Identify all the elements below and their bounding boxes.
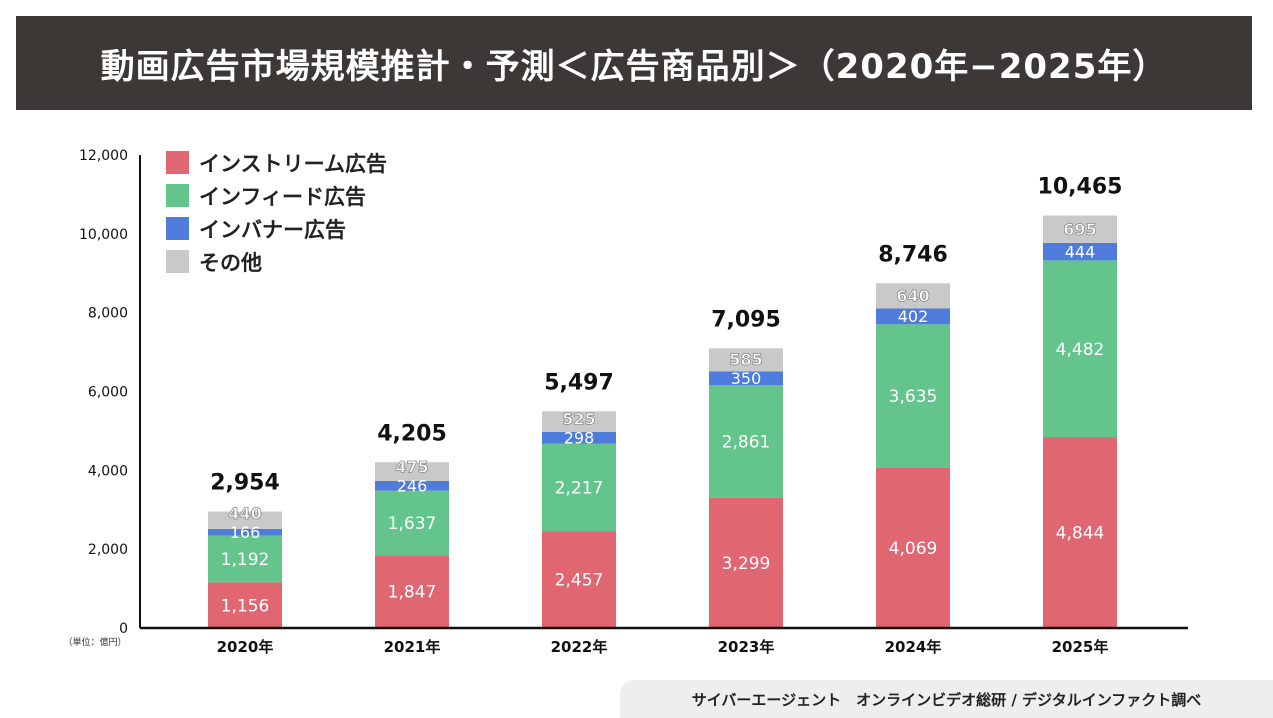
bar-segment: [876, 324, 950, 468]
legend-item: インフィード広告: [166, 179, 387, 212]
legend: インストリーム広告 インフィード広告 インバナー広告 その他: [166, 146, 387, 278]
bar-segment: [375, 555, 449, 628]
unit-label: （単位：億円）: [63, 636, 126, 648]
legend-swatch: [166, 151, 189, 174]
bar-segment: [709, 497, 783, 628]
chart-title: 動画広告市場規模推計・予測＜広告商品別＞（2020年−2025年）: [16, 16, 1252, 110]
data-label: 350: [731, 369, 762, 388]
legend-label: インバナー広告: [199, 217, 346, 242]
data-label: 585: [729, 350, 762, 369]
bar-segment: [709, 371, 783, 386]
bar-segment: [1043, 260, 1117, 438]
total-label: 4,205: [377, 421, 447, 446]
legend-item: その他: [166, 245, 387, 278]
data-label: 3,299: [722, 554, 771, 574]
data-label: 298: [564, 429, 595, 448]
total-label: 5,497: [544, 370, 614, 395]
total-label: 7,095: [711, 307, 781, 332]
data-label: 402: [898, 307, 929, 326]
bar-segment: [709, 385, 783, 498]
legend-swatch: [166, 217, 189, 240]
data-label: 4,069: [889, 539, 938, 559]
bar-segment: [375, 462, 449, 481]
total-label: 10,465: [1038, 175, 1123, 200]
data-label: 246: [397, 477, 428, 496]
y-tick-label: 8,000: [88, 306, 128, 322]
total-label: 2,954: [210, 471, 280, 496]
bar-segment: [542, 531, 616, 628]
bar-segment: [1043, 242, 1117, 261]
bar-segment: [208, 582, 282, 628]
y-tick-label: 6,000: [88, 385, 128, 401]
bar-segment: [1043, 437, 1117, 628]
data-label: 525: [562, 410, 595, 429]
legend-item: インストリーム広告: [166, 146, 387, 179]
total-label: 8,746: [878, 242, 948, 267]
x-tick-label: 2022年: [551, 638, 608, 656]
y-tick-label: 10,000: [79, 227, 128, 243]
bar-segment: [709, 348, 783, 372]
y-tick-label: 12,000: [79, 148, 128, 164]
data-label: 1,847: [388, 583, 437, 603]
legend-label: インフィード広告: [199, 184, 366, 209]
bar-segment: [876, 467, 950, 628]
data-label: 695: [1063, 220, 1096, 239]
bar-segment: [876, 308, 950, 325]
data-label: 4,844: [1056, 524, 1105, 544]
y-tick-label: 0: [119, 621, 128, 637]
legend-swatch: [166, 250, 189, 273]
data-label: 2,457: [555, 571, 604, 591]
bar-segment: [542, 432, 616, 444]
data-label: 444: [1065, 242, 1096, 261]
y-tick-label: 4,000: [88, 463, 128, 479]
bar-segment: [542, 411, 616, 433]
x-tick-label: 2020年: [217, 638, 274, 656]
legend-item: インバナー広告: [166, 212, 387, 245]
y-tick-label: 2,000: [88, 542, 128, 558]
data-label: 640: [896, 287, 929, 306]
data-label: 1,637: [388, 514, 437, 534]
bar-segment: [208, 528, 282, 536]
data-label: 475: [395, 458, 428, 477]
bar-segment: [208, 535, 282, 583]
data-label: 3,635: [889, 387, 938, 407]
source-credit: サイバーエージェント オンラインビデオ総研 / デジタルインファクト調べ: [620, 680, 1273, 718]
bar-segment: [1043, 215, 1117, 243]
bar-segment: [375, 490, 449, 556]
x-tick-label: 2025年: [1052, 638, 1109, 656]
data-label: 1,156: [221, 596, 270, 616]
bar-segment: [375, 480, 449, 491]
data-label: 1,192: [221, 550, 270, 570]
legend-label: インストリーム広告: [199, 151, 387, 176]
bar-segment: [876, 283, 950, 309]
x-tick-label: 2023年: [718, 638, 775, 656]
data-label: 4,482: [1056, 340, 1105, 360]
x-tick-label: 2024年: [885, 638, 942, 656]
data-label: 166: [230, 523, 261, 542]
legend-label: その他: [199, 250, 262, 275]
x-tick-label: 2021年: [384, 638, 441, 656]
legend-swatch: [166, 184, 189, 207]
bar-segment: [542, 443, 616, 532]
data-label: 2,217: [555, 479, 604, 499]
data-label: 2,861: [722, 433, 771, 453]
bar-segment: [208, 511, 282, 529]
data-label: 440: [228, 504, 261, 523]
